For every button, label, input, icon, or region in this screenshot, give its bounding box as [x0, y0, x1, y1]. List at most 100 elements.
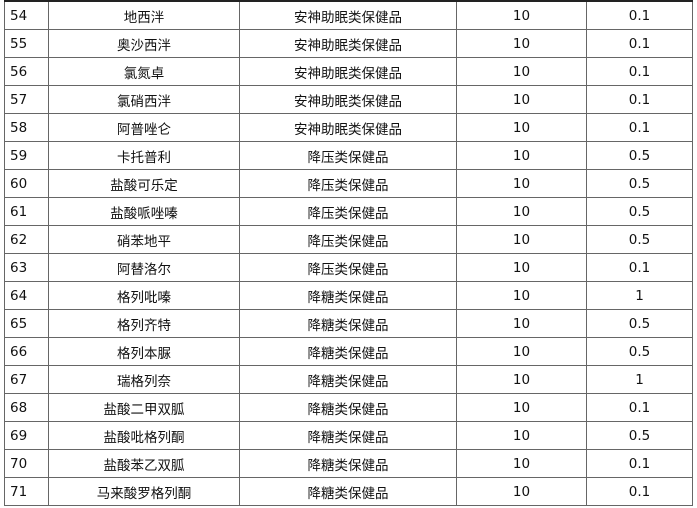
row-number-cell: 61 — [4, 197, 49, 226]
value-col5-cell: 0.1 — [586, 113, 693, 142]
category-cell: 降糖类保健品 — [239, 449, 457, 478]
substance-name-cell: 瑞格列奈 — [48, 365, 240, 394]
row-number-cell: 62 — [4, 225, 49, 254]
substance-name-cell: 盐酸哌唑嗪 — [48, 197, 240, 226]
value-col5-cell: 0.5 — [586, 421, 693, 450]
category-cell: 降压类保健品 — [239, 141, 457, 170]
row-number-cell: 64 — [4, 281, 49, 310]
table-row: 64 格列吡嗪 降糖类保健品 10 1 — [4, 281, 693, 310]
substance-name-cell: 盐酸苯乙双胍 — [48, 449, 240, 478]
value-col4-cell: 10 — [456, 281, 587, 310]
value-col4-cell: 10 — [456, 449, 587, 478]
value-col5-cell: 0.1 — [586, 85, 693, 114]
value-col4-cell: 10 — [456, 113, 587, 142]
value-col5-cell: 0.5 — [586, 141, 693, 170]
category-cell: 降压类保健品 — [239, 169, 457, 198]
value-col4-cell: 10 — [456, 169, 587, 198]
row-number-cell: 67 — [4, 365, 49, 394]
value-col5-cell: 0.1 — [586, 477, 693, 506]
row-number-cell: 59 — [4, 141, 49, 170]
value-col5-cell: 1 — [586, 365, 693, 394]
table-row: 61 盐酸哌唑嗪 降压类保健品 10 0.5 — [4, 197, 693, 226]
category-cell: 安神助眠类保健品 — [239, 113, 457, 142]
category-cell: 安神助眠类保健品 — [239, 85, 457, 114]
value-col4-cell: 10 — [456, 365, 587, 394]
value-col4-cell: 10 — [456, 393, 587, 422]
substance-name-cell: 氯氮卓 — [48, 57, 240, 86]
value-col4-cell: 10 — [456, 225, 587, 254]
substance-name-cell: 盐酸可乐定 — [48, 169, 240, 198]
value-col4-cell: 10 — [456, 0, 587, 30]
row-number-cell: 63 — [4, 253, 49, 282]
table-row: 69 盐酸吡格列酮 降糖类保健品 10 0.5 — [4, 421, 693, 450]
category-cell: 安神助眠类保健品 — [239, 29, 457, 58]
table-row: 70 盐酸苯乙双胍 降糖类保健品 10 0.1 — [4, 449, 693, 478]
row-number-cell: 58 — [4, 113, 49, 142]
substance-name-cell: 格列吡嗪 — [48, 281, 240, 310]
table-row: 60 盐酸可乐定 降压类保健品 10 0.5 — [4, 169, 693, 198]
value-col5-cell: 0.1 — [586, 29, 693, 58]
row-number-cell: 66 — [4, 337, 49, 366]
table-row: 56 氯氮卓 安神助眠类保健品 10 0.1 — [4, 57, 693, 86]
value-col5-cell: 0.5 — [586, 225, 693, 254]
row-number-cell: 68 — [4, 393, 49, 422]
category-cell: 降糖类保健品 — [239, 281, 457, 310]
substance-name-cell: 地西泮 — [48, 0, 240, 30]
substance-name-cell: 格列齐特 — [48, 309, 240, 338]
value-col4-cell: 10 — [456, 141, 587, 170]
substance-table: 54 地西泮 安神助眠类保健品 10 0.1 55 奥沙西泮 安神助眠类保健品 10 0.1 56 氯… — [4, 0, 693, 506]
substance-name-cell: 盐酸吡格列酮 — [48, 421, 240, 450]
value-col5-cell: 0.1 — [586, 449, 693, 478]
substance-name-cell: 马来酸罗格列酮 — [48, 477, 240, 506]
substance-name-cell: 格列本脲 — [48, 337, 240, 366]
table-row: 62 硝苯地平 降压类保健品 10 0.5 — [4, 225, 693, 254]
row-number-cell: 54 — [4, 0, 49, 30]
category-cell: 降压类保健品 — [239, 225, 457, 254]
table-row: 54 地西泮 安神助眠类保健品 10 0.1 — [4, 0, 693, 30]
row-number-cell: 60 — [4, 169, 49, 198]
table-row: 66 格列本脲 降糖类保健品 10 0.5 — [4, 337, 693, 366]
table-row: 67 瑞格列奈 降糖类保健品 10 1 — [4, 365, 693, 394]
value-col4-cell: 10 — [456, 57, 587, 86]
value-col5-cell: 1 — [586, 281, 693, 310]
substance-name-cell: 卡托普利 — [48, 141, 240, 170]
row-number-cell: 55 — [4, 29, 49, 58]
table-row: 57 氯硝西泮 安神助眠类保健品 10 0.1 — [4, 85, 693, 114]
value-col4-cell: 10 — [456, 253, 587, 282]
category-cell: 降糖类保健品 — [239, 393, 457, 422]
row-number-cell: 57 — [4, 85, 49, 114]
category-cell: 降糖类保健品 — [239, 421, 457, 450]
value-col5-cell: 0.5 — [586, 169, 693, 198]
table-row: 58 阿普唑仑 安神助眠类保健品 10 0.1 — [4, 113, 693, 142]
table-row: 71 马来酸罗格列酮 降糖类保健品 10 0.1 — [4, 477, 693, 506]
value-col5-cell: 0.1 — [586, 393, 693, 422]
value-col5-cell: 0.1 — [586, 0, 693, 30]
substance-name-cell: 硝苯地平 — [48, 225, 240, 254]
category-cell: 安神助眠类保健品 — [239, 57, 457, 86]
substance-name-cell: 阿普唑仑 — [48, 113, 240, 142]
value-col4-cell: 10 — [456, 309, 587, 338]
category-cell: 安神助眠类保健品 — [239, 0, 457, 30]
row-number-cell: 65 — [4, 309, 49, 338]
category-cell: 降压类保健品 — [239, 197, 457, 226]
value-col5-cell: 0.5 — [586, 309, 693, 338]
value-col4-cell: 10 — [456, 337, 587, 366]
table-row: 59 卡托普利 降压类保健品 10 0.5 — [4, 141, 693, 170]
value-col5-cell: 0.5 — [586, 197, 693, 226]
table-row: 65 格列齐特 降糖类保健品 10 0.5 — [4, 309, 693, 338]
substance-name-cell: 盐酸二甲双胍 — [48, 393, 240, 422]
category-cell: 降糖类保健品 — [239, 477, 457, 506]
category-cell: 降压类保健品 — [239, 253, 457, 282]
value-col4-cell: 10 — [456, 421, 587, 450]
substance-name-cell: 氯硝西泮 — [48, 85, 240, 114]
table-body: 54 地西泮 安神助眠类保健品 10 0.1 55 奥沙西泮 安神助眠类保健品 10 0.1 56 氯… — [4, 0, 693, 506]
category-cell: 降糖类保健品 — [239, 365, 457, 394]
value-col4-cell: 10 — [456, 477, 587, 506]
table-row: 68 盐酸二甲双胍 降糖类保健品 10 0.1 — [4, 393, 693, 422]
row-number-cell: 70 — [4, 449, 49, 478]
category-cell: 降糖类保健品 — [239, 309, 457, 338]
substance-name-cell: 奥沙西泮 — [48, 29, 240, 58]
value-col5-cell: 0.1 — [586, 57, 693, 86]
table-row: 55 奥沙西泮 安神助眠类保健品 10 0.1 — [4, 29, 693, 58]
value-col4-cell: 10 — [456, 85, 587, 114]
